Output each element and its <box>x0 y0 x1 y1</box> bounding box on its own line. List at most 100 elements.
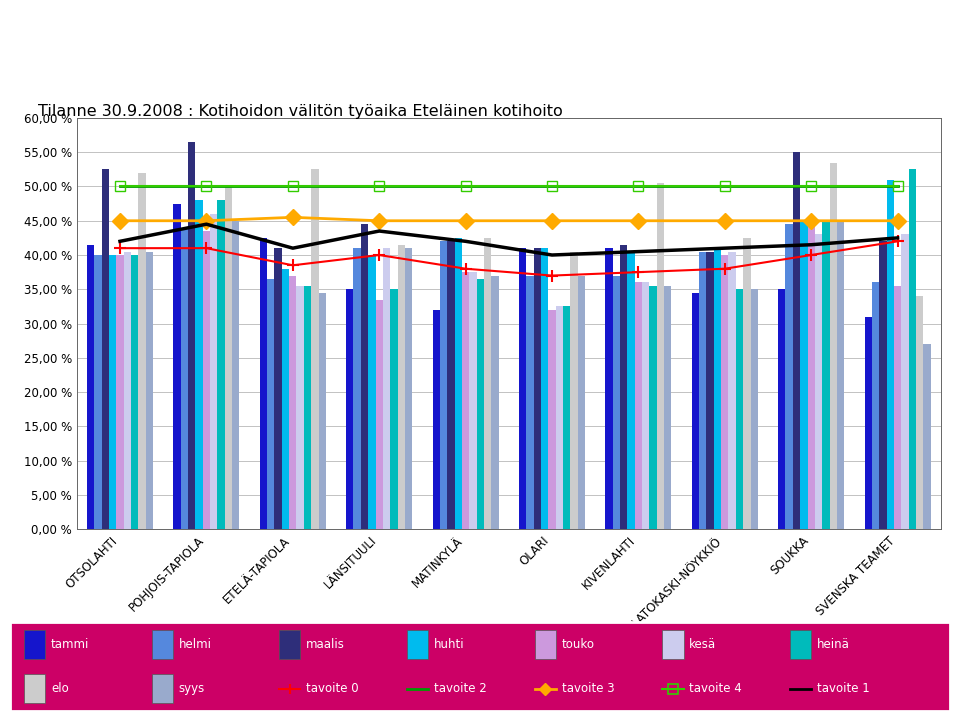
Bar <box>188 142 196 529</box>
Bar <box>801 221 807 529</box>
Bar <box>407 630 428 659</box>
Bar <box>131 255 138 529</box>
Bar <box>822 221 829 529</box>
Bar <box>87 245 94 529</box>
Bar <box>924 344 930 529</box>
Bar <box>24 630 45 659</box>
Bar <box>535 630 556 659</box>
Bar <box>829 162 837 529</box>
Bar <box>94 255 102 529</box>
Bar <box>217 200 225 529</box>
Bar <box>916 296 924 529</box>
Bar <box>908 169 916 529</box>
Bar <box>578 275 585 529</box>
Bar <box>887 179 894 529</box>
Bar <box>563 307 570 529</box>
Bar <box>124 252 131 529</box>
Bar <box>102 169 109 529</box>
Text: kesä: kesä <box>689 638 716 651</box>
Bar <box>657 183 664 529</box>
Bar <box>353 248 361 529</box>
Text: tavoite 1: tavoite 1 <box>817 682 870 696</box>
Bar <box>707 252 714 529</box>
Text: elo: elo <box>51 682 68 696</box>
Bar <box>279 630 300 659</box>
Bar <box>375 300 383 529</box>
Bar <box>347 290 353 529</box>
Bar <box>455 238 462 529</box>
Bar <box>548 310 556 529</box>
Bar <box>24 674 45 704</box>
Bar <box>469 272 476 529</box>
Bar <box>793 152 801 529</box>
Text: maalis: maalis <box>306 638 345 651</box>
Bar <box>225 187 232 529</box>
Text: Tilanne 30.9.2008 : Kotihoidon välitön työaika Eteläinen kotihoito: Tilanne 30.9.2008 : Kotihoidon välitön t… <box>38 104 564 119</box>
Bar <box>662 630 684 659</box>
Bar <box>319 292 325 529</box>
Bar <box>837 221 844 529</box>
Bar <box>390 290 397 529</box>
Bar <box>297 286 303 529</box>
Bar <box>612 275 620 529</box>
Bar <box>116 255 124 529</box>
Bar <box>361 225 369 529</box>
Bar <box>526 275 534 529</box>
Bar <box>289 275 297 529</box>
Bar <box>440 242 447 529</box>
Bar <box>865 317 872 529</box>
Bar <box>721 255 729 529</box>
Bar <box>699 252 707 529</box>
Bar <box>664 286 671 529</box>
Bar <box>476 279 484 529</box>
Bar <box>815 235 822 529</box>
Text: huhti: huhti <box>434 638 465 651</box>
Bar <box>267 279 275 529</box>
Text: Tuotamme mahdollisimman paljon arvoa asiakkaalle: Tuotamme mahdollisimman paljon arvoa asi… <box>38 44 368 56</box>
Bar <box>872 282 879 529</box>
Bar <box>462 272 469 529</box>
Bar <box>303 286 311 529</box>
Bar <box>146 252 153 529</box>
Bar <box>779 290 785 529</box>
Bar <box>790 630 811 659</box>
Bar <box>282 269 289 529</box>
Bar <box>383 248 390 529</box>
Bar <box>635 282 642 529</box>
Bar <box>570 252 578 529</box>
Bar <box>628 252 635 529</box>
Bar <box>260 238 267 529</box>
Bar <box>606 248 612 529</box>
Bar <box>138 173 146 529</box>
Text: helmi: helmi <box>179 638 211 651</box>
Bar <box>785 225 793 529</box>
Bar <box>232 221 239 529</box>
Text: käytettävissä olevilla voimavaroilla: käytettävissä olevilla voimavaroilla <box>38 69 259 82</box>
Bar <box>642 282 649 529</box>
Text: tavoite 0: tavoite 0 <box>306 682 359 696</box>
Text: tavoite 2: tavoite 2 <box>434 682 487 696</box>
Bar <box>714 248 721 529</box>
Text: TERVE TALOUS: TERVE TALOUS <box>38 17 155 31</box>
Bar <box>196 200 203 529</box>
Bar <box>152 674 173 704</box>
Bar <box>311 169 319 529</box>
Text: touko: touko <box>562 638 594 651</box>
FancyBboxPatch shape <box>10 622 950 711</box>
Bar <box>534 248 541 529</box>
Bar <box>210 214 217 529</box>
Bar <box>735 290 743 529</box>
Bar <box>901 235 908 529</box>
Bar <box>180 227 188 529</box>
Text: syys: syys <box>179 682 204 696</box>
Text: tavoite 4: tavoite 4 <box>689 682 742 696</box>
Bar <box>743 238 751 529</box>
Bar <box>556 307 563 529</box>
Bar <box>397 245 405 529</box>
Bar <box>405 248 412 529</box>
Bar <box>807 225 815 529</box>
Bar <box>447 242 455 529</box>
Bar <box>541 248 548 529</box>
Bar <box>879 242 887 529</box>
Text: tammi: tammi <box>51 638 89 651</box>
